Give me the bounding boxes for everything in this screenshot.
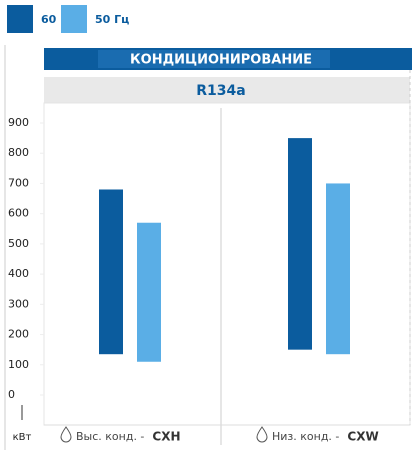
bar — [99, 189, 123, 355]
x-tick-label: CXW — [347, 430, 378, 444]
category-prefix: Низ. конд. - — [272, 430, 339, 443]
y-tick-label: 0 — [8, 388, 15, 401]
plot-frame — [43, 102, 411, 426]
legend-swatch — [61, 5, 87, 33]
drop-icon — [60, 426, 72, 443]
legend-swatch — [7, 5, 33, 33]
chart-title: КОНДИЦИОНИРОВАНИЕ — [130, 53, 312, 68]
y-tick-label: 500 — [8, 237, 29, 250]
bar — [326, 183, 350, 355]
subtitle: R134a — [196, 83, 245, 99]
legend-label: 50 Гц — [95, 13, 129, 26]
header-inner — [98, 50, 330, 68]
y-tick-label: 600 — [8, 207, 29, 220]
y-tick-label: 300 — [8, 297, 29, 310]
category-prefix: Выс. конд. - — [76, 430, 144, 443]
y-tick-label: 800 — [8, 146, 29, 159]
y-tick-label: 400 — [8, 267, 29, 280]
subtitle-band — [44, 77, 410, 103]
y-tick-label: 900 — [8, 116, 29, 129]
bar — [288, 138, 312, 350]
y-tick-label: 100 — [8, 358, 29, 371]
drop-icon — [256, 426, 268, 443]
y-label: кВт — [13, 432, 32, 443]
y-tick-label: 200 — [8, 328, 29, 341]
x-tick-label: CXH — [152, 430, 180, 444]
y-tick-label: 700 — [8, 176, 29, 189]
bar — [137, 222, 161, 362]
